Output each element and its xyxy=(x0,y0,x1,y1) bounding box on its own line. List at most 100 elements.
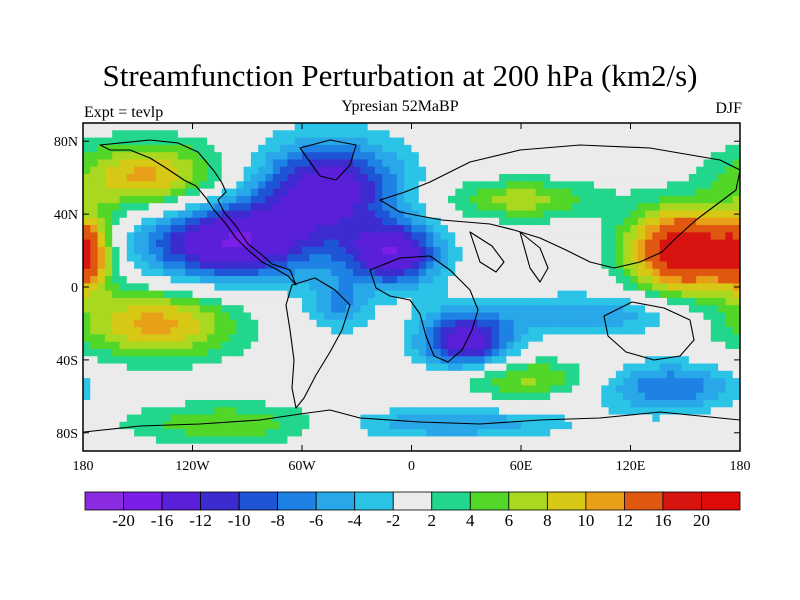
field-cell xyxy=(528,399,537,408)
colorbar: -20 -16 -12 -10 -8 -6 -4 -2 2 4 6 8 10 12 16 20 xyxy=(84,491,741,530)
field-cell xyxy=(302,334,310,343)
field-cell xyxy=(170,305,179,314)
field-cell xyxy=(499,137,507,146)
field-cell xyxy=(426,217,434,226)
field-cell xyxy=(294,370,303,379)
field-cell xyxy=(418,144,427,153)
field-cell xyxy=(375,421,383,430)
field-cell xyxy=(353,174,361,182)
field-cell xyxy=(659,370,668,379)
field-cell xyxy=(302,348,310,357)
field-cell xyxy=(104,319,113,328)
field-cell xyxy=(389,305,398,314)
field-cell xyxy=(163,334,172,343)
field-cell xyxy=(659,356,668,365)
y-tick-label: 40N xyxy=(54,208,78,223)
field-cell xyxy=(521,217,529,226)
field-cell xyxy=(367,312,376,321)
field-cell xyxy=(83,312,91,321)
field-cell xyxy=(272,378,281,386)
field-cell xyxy=(528,130,537,139)
field-cell xyxy=(207,341,215,350)
field-cell xyxy=(703,378,712,386)
field-cell xyxy=(126,363,135,372)
field-cell xyxy=(703,130,712,139)
field-cell xyxy=(623,290,632,299)
field-cell xyxy=(433,319,442,328)
field-cell xyxy=(710,144,719,153)
field-cell xyxy=(316,166,325,175)
field-cell xyxy=(477,407,486,416)
field-cell xyxy=(229,232,237,241)
field-cell xyxy=(221,443,230,451)
field-cell xyxy=(156,385,164,394)
field-cell xyxy=(250,399,259,408)
field-cell xyxy=(199,144,208,153)
field-cell xyxy=(148,268,157,277)
field-cell xyxy=(521,166,529,175)
field-cell xyxy=(126,436,135,445)
field-cell xyxy=(645,356,653,365)
field-cell xyxy=(323,166,332,175)
field-cell xyxy=(141,261,150,270)
field-cell xyxy=(323,123,332,131)
field-cell xyxy=(119,217,128,226)
field-cell xyxy=(404,239,413,248)
field-cell xyxy=(601,327,610,335)
field-cell xyxy=(630,305,639,314)
field-cell xyxy=(280,414,288,423)
field-cell xyxy=(448,407,456,416)
field-cell xyxy=(156,443,164,451)
field-cell xyxy=(236,443,245,451)
field-cell xyxy=(367,261,376,270)
field-cell xyxy=(360,297,369,306)
field-cell xyxy=(572,443,580,451)
field-cell xyxy=(667,290,675,299)
field-cell xyxy=(236,319,245,328)
field-cell xyxy=(250,378,259,386)
field-cell xyxy=(141,166,150,175)
field-cell xyxy=(272,363,281,372)
field-cell xyxy=(294,203,303,212)
field-cell xyxy=(667,283,675,292)
field-cell xyxy=(681,334,690,343)
field-cell xyxy=(126,159,135,168)
field-cell xyxy=(696,276,705,284)
field-cell xyxy=(564,152,573,161)
field-cell xyxy=(615,399,624,408)
field-cell xyxy=(615,283,624,292)
field-cell xyxy=(404,392,413,401)
field-cell xyxy=(148,123,157,131)
field-cell xyxy=(221,239,230,248)
colorbar-label: 4 xyxy=(466,511,475,530)
field-cell xyxy=(199,319,208,328)
field-cell xyxy=(674,414,683,423)
field-cell xyxy=(404,290,413,299)
field-cell xyxy=(484,254,493,263)
field-cell xyxy=(681,385,690,394)
field-cell xyxy=(83,181,91,190)
field-cell xyxy=(404,137,413,146)
field-cell xyxy=(637,195,646,204)
field-cell xyxy=(630,370,639,379)
field-cell xyxy=(688,363,697,372)
field-cell xyxy=(703,203,712,212)
field-cell xyxy=(542,356,551,365)
field-cell xyxy=(272,174,281,182)
field-cell xyxy=(732,305,740,314)
field-cell xyxy=(112,210,121,219)
field-cell xyxy=(557,443,566,451)
coastline-australia xyxy=(603,301,695,361)
field-cell xyxy=(645,407,653,416)
field-cell xyxy=(469,217,478,226)
field-cell xyxy=(126,217,135,226)
field-cell xyxy=(375,225,383,233)
field-cell xyxy=(396,246,405,255)
field-cell xyxy=(141,356,150,365)
field-cell xyxy=(265,203,274,212)
field-cell xyxy=(112,399,121,408)
field-cell xyxy=(302,341,310,350)
field-cell xyxy=(521,181,529,190)
field-cell xyxy=(499,159,507,168)
field-cell xyxy=(185,137,194,146)
